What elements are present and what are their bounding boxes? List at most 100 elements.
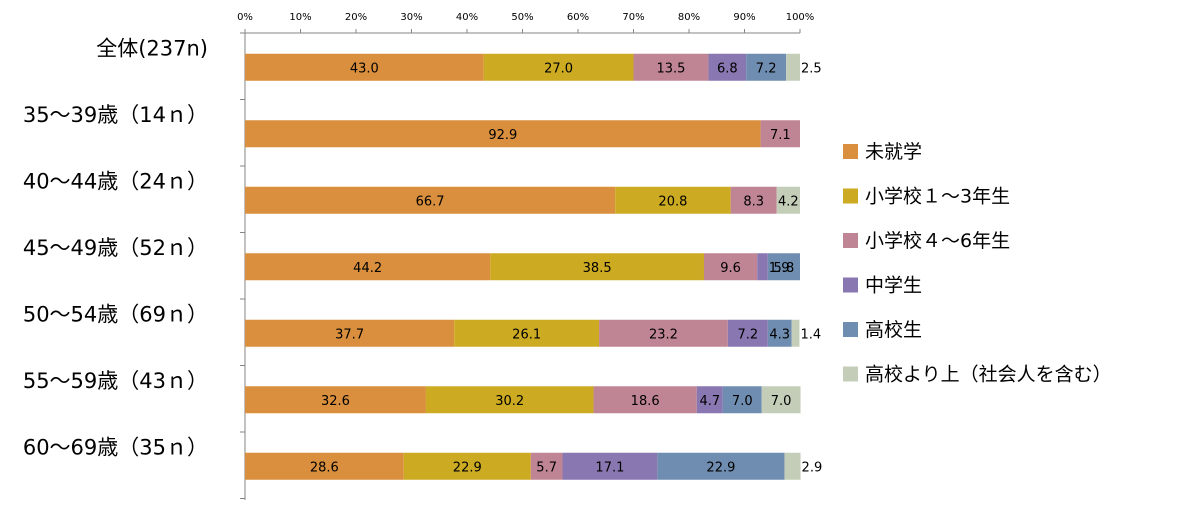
bar-segment (562, 452, 658, 480)
data-label: 1.4 (800, 327, 821, 342)
bar-segment (757, 253, 768, 281)
data-label: 2.5 (801, 61, 822, 76)
bar-segment (657, 452, 785, 480)
legend-swatch (843, 366, 858, 382)
data-label: 7.2 (737, 327, 758, 342)
bar-segment (767, 319, 792, 347)
bar-segment (403, 452, 531, 480)
category-label: 55～59歳（43ｎ） (23, 369, 208, 393)
data-label: 37.7 (335, 327, 364, 342)
data-label: 23.2 (649, 327, 678, 342)
bar-segment (615, 186, 731, 214)
legend-swatch (843, 233, 858, 248)
legend-label: 小学校４～6年生 (865, 230, 1010, 252)
legend-swatch (843, 144, 858, 159)
bar-segment (530, 452, 563, 480)
category-label: 50～54歳（69ｎ） (23, 303, 208, 327)
legend-label: 中学生 (865, 275, 922, 297)
data-label: 18.6 (631, 394, 660, 409)
x-tick-label: 40% (456, 12, 478, 23)
axis-layer: 0% 10% 20% 30% 40% 50% 60% 70% 80% 90% 100% (237, 12, 814, 500)
data-label: 26.1 (512, 327, 541, 342)
data-label: 7.0 (732, 394, 753, 409)
data-label: 4.3 (769, 327, 790, 342)
category-label: 45～49歳（52ｎ） (23, 236, 208, 260)
bar-segment (245, 319, 455, 347)
bar-segment (708, 53, 747, 81)
bar-segment (483, 53, 634, 81)
data-label: 44.2 (353, 261, 382, 276)
data-label: 9.6 (720, 261, 741, 276)
data-label: 5.7 (536, 460, 557, 475)
legend-label: 未就学 (865, 141, 922, 163)
x-tick-label: 60% (567, 12, 589, 23)
x-tick-label: 70% (622, 12, 644, 23)
data-label: 4.2 (778, 194, 799, 209)
bar-segment (727, 319, 768, 347)
data-label: 28.6 (310, 460, 339, 475)
bar-segment (245, 253, 491, 281)
data-label: 13.5 (656, 61, 685, 76)
data-label: 7.1 (770, 128, 791, 143)
category-label: 35～39歳（14ｎ） (23, 103, 208, 127)
x-tick-label: 100% (786, 12, 815, 23)
bar-segment (722, 386, 762, 414)
data-label: 7.2 (756, 61, 777, 76)
bar-segment (767, 253, 800, 281)
data-label: 66.7 (416, 194, 445, 209)
bar-segment (454, 319, 600, 347)
bar-segment (776, 186, 800, 214)
bar-segment (746, 53, 787, 81)
data-label: 1.9 (769, 261, 790, 276)
x-tick-label: 10% (289, 12, 311, 23)
category-label: 60～69歳（35ｎ） (23, 436, 208, 460)
data-label: 22.9 (706, 460, 735, 475)
x-tick-label: 80% (678, 12, 700, 23)
data-label: 38.5 (583, 261, 612, 276)
legend-label: 高校より上（社会人を含む） (865, 364, 1112, 386)
bar-segment (425, 386, 594, 414)
data-label: 92.9 (488, 128, 517, 143)
x-tick-label: 90% (733, 12, 755, 23)
data-label: 4.7 (699, 394, 720, 409)
legend-swatch (843, 188, 858, 204)
data-label: 22.9 (453, 460, 482, 475)
data-label: 5.8 (774, 261, 795, 276)
data-label: 17.1 (595, 460, 624, 475)
bar-segment (760, 120, 800, 148)
bar-segment (245, 452, 404, 480)
data-label: 27.0 (544, 61, 573, 76)
x-tick-label: 20% (345, 12, 367, 23)
bar-segment (786, 53, 800, 81)
legend-label: 高校生 (865, 319, 922, 341)
x-tick-label: 50% (511, 12, 533, 23)
bars-layer (245, 53, 801, 480)
bar-segment (490, 253, 704, 281)
data-label: 20.8 (658, 194, 687, 209)
data-label: 30.2 (495, 394, 524, 409)
bar-segment (696, 386, 723, 414)
bar-segment (245, 186, 616, 214)
legend-swatch (843, 277, 858, 293)
bar-segment (245, 386, 426, 414)
category-label: 40～44歳（24ｎ） (23, 170, 208, 194)
bar-segment (599, 319, 728, 347)
bar-segment (784, 452, 801, 480)
legend-label: 小学校１～3年生 (865, 186, 1010, 208)
bar-segment (791, 319, 800, 347)
legend-swatch (843, 322, 858, 337)
bar-segment (730, 186, 777, 214)
data-label: 2.9 (802, 460, 823, 475)
category-label: 全体(237n) (96, 37, 208, 61)
x-tick-label: 0% (237, 12, 253, 23)
bar-segment (633, 53, 709, 81)
bar-segment (245, 53, 484, 81)
bar-segment (703, 253, 758, 281)
x-tick-label: 30% (400, 12, 422, 23)
data-label: 7.0 (771, 394, 792, 409)
data-label: 6.8 (717, 61, 738, 76)
data-label: 32.6 (321, 394, 350, 409)
data-label: 43.0 (350, 61, 379, 76)
